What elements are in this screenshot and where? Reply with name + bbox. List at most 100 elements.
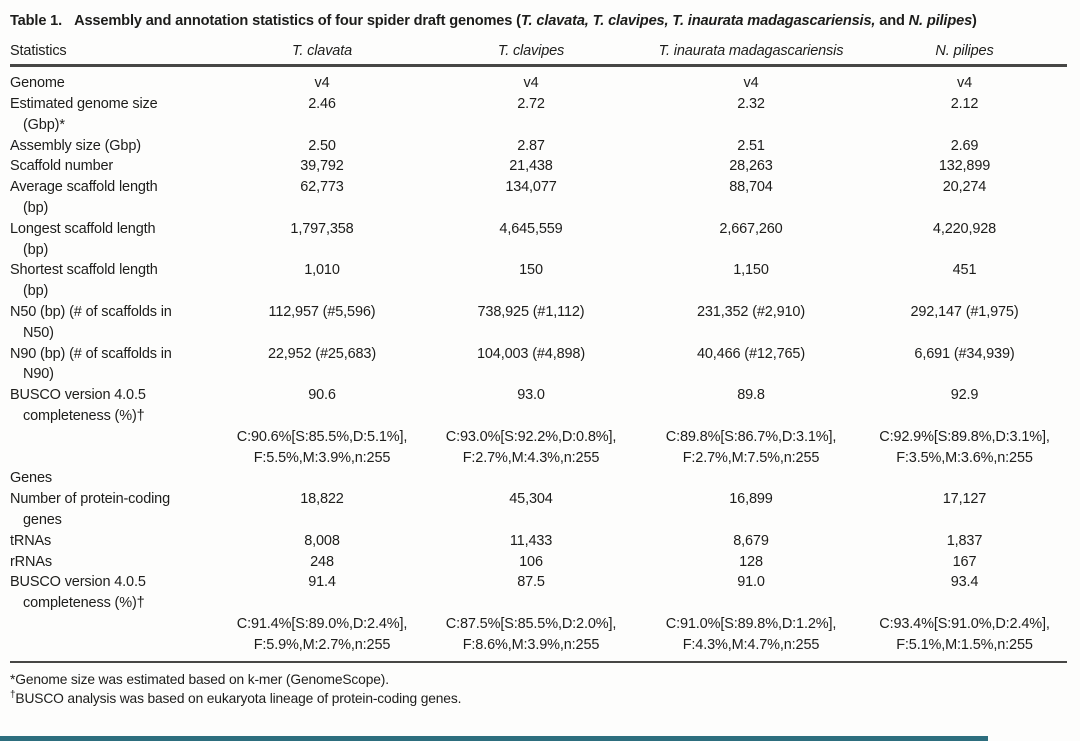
cell-value-line1: C:91.0%[S:89.8%,D:1.2%],: [665, 616, 837, 633]
cell-value-line2: F:8.6%,M:3.9%,n:255: [462, 636, 600, 653]
row-label: BUSCO version 4.0.5: [10, 387, 146, 404]
cell-value: 2.46: [308, 96, 336, 113]
cell-value: 93.0: [517, 387, 545, 404]
footer-rule: [10, 660, 1067, 663]
row-label-cont: (bp): [23, 283, 49, 300]
cell-value: 20,274: [942, 179, 987, 196]
table-row-n90: N90 (bp) (# of scaffolds in N90) 22,952 …: [10, 344, 1066, 386]
cell-value: 4,645,559: [499, 220, 563, 237]
cell-value: 45,304: [509, 491, 553, 508]
cell-value: 2.50: [308, 137, 336, 154]
cell-value: 39,792: [300, 158, 344, 175]
cell-value: 16,899: [729, 491, 773, 508]
cell-value-line1: C:87.5%[S:85.5%,D:2.0%],: [445, 616, 617, 633]
row-label: Shortest scaffold length: [10, 262, 158, 279]
cell-value: 1,837: [946, 532, 983, 549]
table-figure: Table 1. Assembly and annotation statisti…: [10, 12, 1067, 709]
cell-value: 2.87: [517, 137, 545, 154]
row-label-cont: (bp): [23, 241, 49, 258]
row-label: Longest scaffold length: [10, 220, 156, 237]
title-text: Assembly and annotation statistics of fo…: [74, 13, 521, 29]
cell-value: 21,438: [509, 158, 553, 175]
table-number: Table 1.: [10, 13, 63, 29]
cell-value-line2: F:5.5%,M:3.9%,n:255: [253, 449, 391, 466]
cell-value: 2.72: [517, 96, 545, 113]
cell-value: 18,822: [300, 491, 344, 508]
row-label: BUSCO version 4.0.5: [10, 574, 146, 591]
cell-value: 1,797,358: [290, 220, 354, 237]
cell-value: 167: [952, 553, 977, 570]
row-label-cont: genes: [23, 512, 62, 529]
cell-value: 22,952 (#25,683): [267, 345, 377, 362]
footnote-busco: †BUSCO analysis was based on eukaryota l…: [10, 689, 1066, 709]
cell-value: 150: [519, 262, 543, 279]
cell-value: v4: [523, 75, 539, 92]
cell-value: 1,010: [304, 262, 340, 279]
row-label-cont: (Gbp)*: [23, 116, 65, 133]
cell-value: 104,003 (#4,898): [476, 345, 586, 362]
cell-value-line1: C:92.9%[S:89.8%,D:3.1%],: [879, 428, 1050, 445]
cell-value-line2: F:2.7%,M:7.5%,n:255: [682, 449, 820, 466]
cell-value: 738,925 (#1,112): [477, 304, 585, 321]
cell-value: 2,667,260: [719, 220, 783, 237]
row-label: Scaffold number: [10, 158, 114, 175]
footnote-marker: †: [10, 689, 16, 701]
cell-value: 87.5: [517, 574, 545, 591]
section-label: Genes: [10, 470, 52, 487]
cell-value: v4: [956, 75, 972, 92]
cell-value: 93.4: [950, 574, 979, 591]
cell-value-line1: C:91.4%[S:89.0%,D:2.4%],: [236, 616, 408, 633]
cell-value: 106: [519, 553, 543, 570]
row-label-cont: N90): [23, 366, 54, 383]
row-label: Estimated genome size: [10, 96, 158, 113]
bottom-accent-bar: [0, 736, 988, 741]
table-row-rrnas: rRNAs 248 106 128 167: [10, 552, 1066, 573]
table-row-protein-coding-genes: Number of protein-coding genes 18,822 45…: [10, 489, 1066, 531]
table-row-estimated-genome-size: Estimated genome size (Gbp)* 2.46 2.72 2…: [10, 94, 1066, 136]
cell-value: 28,263: [729, 158, 773, 175]
column-header-n-pilipes: N. pilipes: [935, 42, 994, 59]
row-label: Number of protein-coding: [10, 491, 171, 508]
cell-value-line1: C:93.0%[S:92.2%,D:0.8%],: [445, 428, 617, 445]
table-row-shortest-scaffold-length: Shortest scaffold length (bp) 1,010 150 …: [10, 260, 1066, 302]
table-row-busco-genome-breakdown: C:90.6%[S:85.5%,D:5.1%], F:5.5%,M:3.9%,n…: [10, 427, 1066, 469]
footnote-genome-size: *Genome size was estimated based on k-me…: [10, 670, 1066, 690]
cell-value: 112,957 (#5,596): [268, 304, 376, 321]
row-label: N50 (bp) (# of scaffolds in: [10, 304, 172, 321]
cell-value: 248: [310, 553, 334, 570]
cell-value-line2: F:5.1%,M:1.5%,n:255: [896, 636, 1033, 653]
cell-value: 2.69: [950, 137, 979, 154]
cell-value: 4,220,928: [932, 220, 997, 237]
row-label: tRNAs: [10, 532, 52, 549]
cell-value: 62,773: [300, 179, 344, 196]
cell-value: 134,077: [505, 179, 557, 196]
column-header-t-clavipes: T. clavipes: [497, 42, 565, 59]
title-close-paren: ): [972, 13, 977, 29]
cell-value-line1: C:89.8%[S:86.7%,D:3.1%],: [665, 428, 837, 445]
table-row-assembly-size: Assembly size (Gbp) 2.50 2.87 2.51 2.69: [10, 136, 1066, 157]
table-row-n50: N50 (bp) (# of scaffolds in N50) 112,957…: [10, 302, 1066, 344]
cell-value: v4: [743, 75, 759, 92]
cell-value: 92.9: [950, 387, 979, 404]
cell-value-line2: F:2.7%,M:4.3%,n:255: [462, 449, 600, 466]
table-row-genome: Genome v4 v4 v4 v4: [10, 73, 1066, 94]
table-row-trnas: tRNAs 8,008 11,433 8,679 1,837: [10, 531, 1066, 552]
row-label-cont: (bp): [23, 200, 49, 217]
table-row-busco-genes-breakdown: C:91.4%[S:89.0%,D:2.4%], F:5.9%,M:2.7%,n…: [10, 614, 1066, 656]
title-conjunction: and: [879, 13, 905, 29]
table-title: Table 1. Assembly and annotation statisti…: [10, 12, 1066, 32]
cell-value: 11,433: [509, 532, 553, 549]
cell-value: 91.0: [737, 574, 765, 591]
cell-value: 89.8: [737, 387, 765, 404]
cell-value: 2.12: [950, 96, 979, 113]
table-row-average-scaffold-length: Average scaffold length (bp) 62,773 134,…: [10, 177, 1066, 219]
cell-value: 6,691 (#34,939): [914, 345, 1015, 362]
cell-value: 88,704: [729, 179, 773, 196]
cell-value-line1: C:90.6%[S:85.5%,D:5.1%],: [236, 428, 408, 445]
cell-value-line2: F:4.3%,M:4.7%,n:255: [682, 636, 820, 653]
cell-value: 90.6: [308, 387, 336, 404]
cell-value: 132,899: [938, 158, 991, 175]
row-label: Average scaffold length: [10, 179, 158, 196]
table-row-busco-genes: BUSCO version 4.0.5 completeness (%)† 91…: [10, 572, 1066, 614]
cell-value: 292,147 (#1,975): [910, 304, 1019, 321]
